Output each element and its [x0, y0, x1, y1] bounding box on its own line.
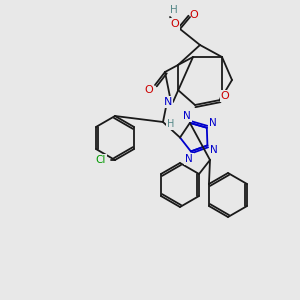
- Text: N: N: [183, 111, 191, 121]
- Text: N: N: [209, 118, 217, 128]
- Text: N: N: [185, 154, 193, 164]
- Text: N: N: [164, 97, 172, 107]
- Text: O: O: [171, 19, 179, 29]
- Text: O: O: [190, 10, 198, 20]
- Text: O: O: [220, 91, 230, 101]
- Text: N: N: [210, 145, 218, 154]
- Text: O: O: [145, 85, 153, 95]
- Text: Cl: Cl: [96, 155, 106, 165]
- Text: H: H: [170, 5, 178, 15]
- Text: O: O: [171, 19, 179, 29]
- Text: H: H: [167, 119, 175, 129]
